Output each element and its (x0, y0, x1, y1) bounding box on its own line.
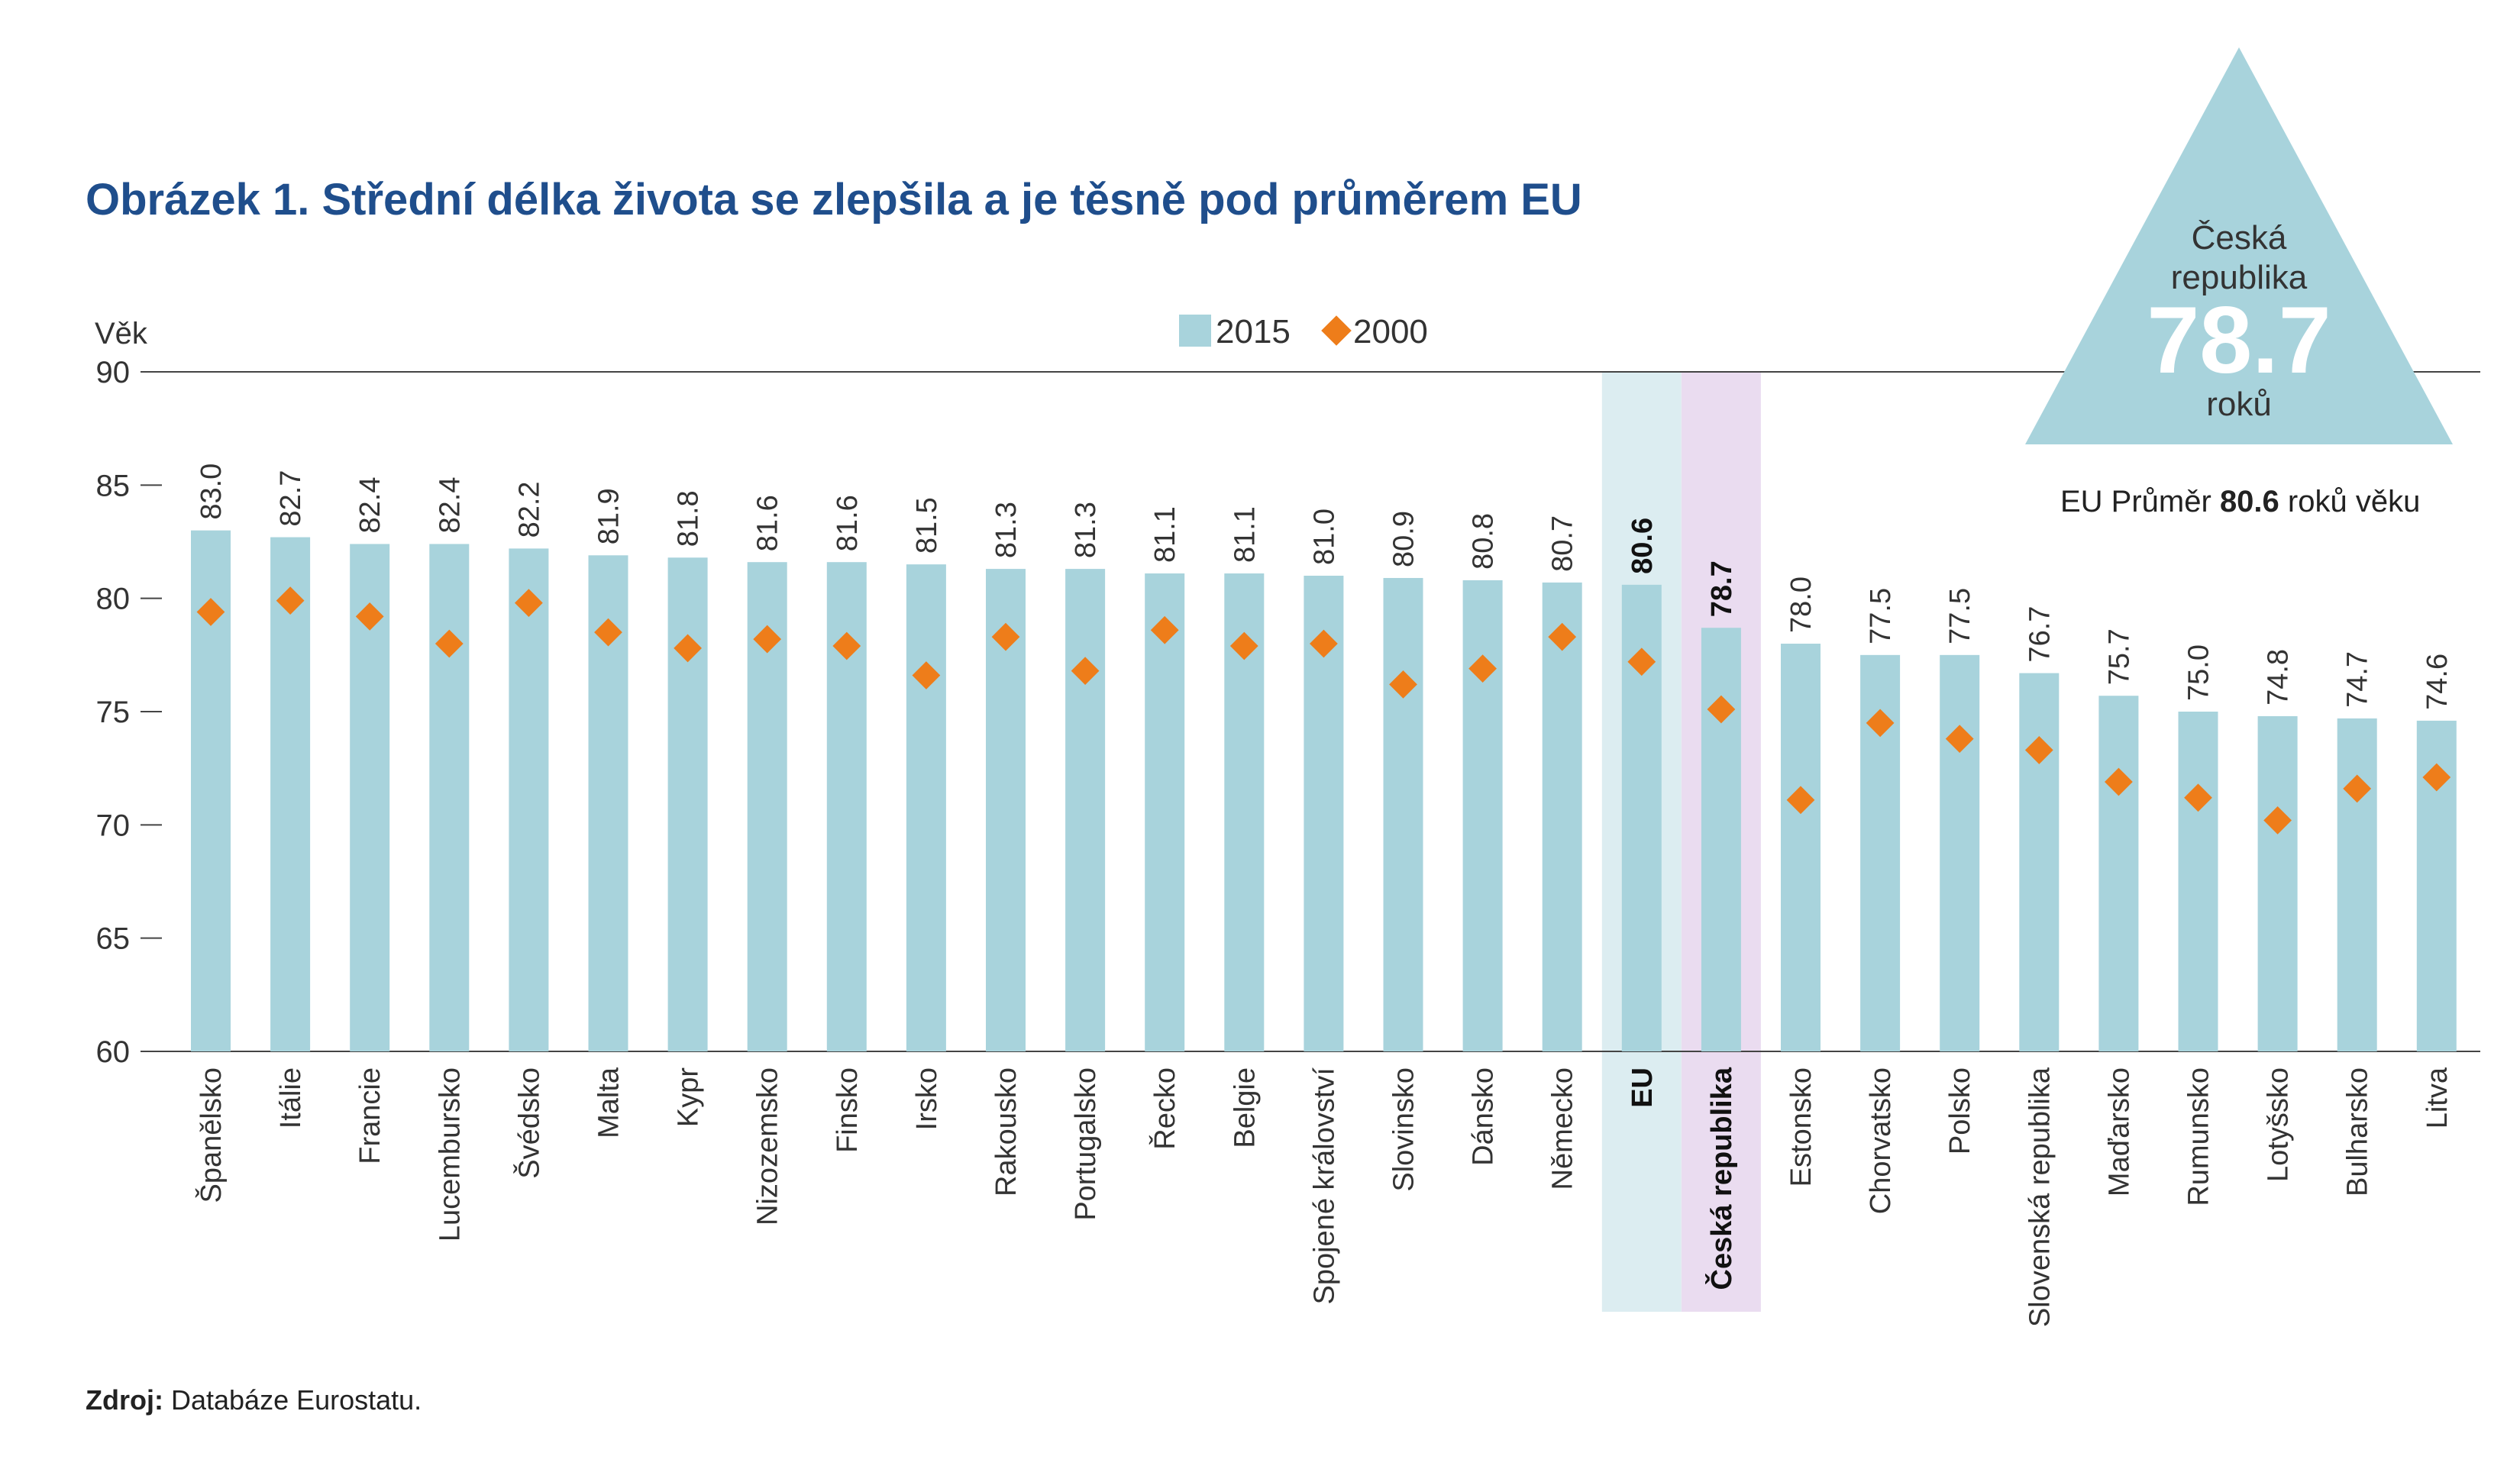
bar-polsko (1940, 655, 1979, 1051)
category-label-irsko: Irsko (911, 1067, 943, 1130)
value-label-malta: 81.9 (593, 488, 625, 544)
value-label-polsko: 77.5 (1944, 588, 1976, 644)
category-label-spanelsko: Španělsko (194, 1067, 228, 1203)
value-label-svedsko: 82.2 (513, 481, 545, 538)
category-label-spojene-kralovstvi: Spojené království (1308, 1067, 1340, 1305)
category-label-polsko: Polsko (1944, 1067, 1976, 1154)
value-label-rumunsko: 75.0 (2183, 644, 2215, 701)
category-label-ceska-republika: Česká republika (1704, 1067, 1738, 1290)
category-label-recko: Řecko (1149, 1067, 1181, 1150)
category-label-malta: Malta (593, 1067, 625, 1138)
badge-line1: Česká (2192, 218, 2287, 257)
category-label-belgie: Belgie (1229, 1067, 1261, 1148)
category-label-madarsko: Maďarsko (2103, 1067, 2135, 1196)
value-label-slovinsko: 80.9 (1388, 511, 1420, 567)
category-label-rumunsko: Rumunsko (2183, 1067, 2215, 1206)
y-axis-label: Věk (95, 317, 148, 350)
y-tick-label-85: 85 (96, 469, 131, 502)
legend-2015-swatch (1179, 315, 1211, 347)
category-label-italie: Itálie (275, 1067, 307, 1129)
bar-kypr (668, 557, 708, 1051)
category-label-slovenska-republika: Slovenská republika (2024, 1067, 2056, 1327)
value-label-recko: 81.1 (1149, 506, 1181, 563)
bar-madarsko (2098, 696, 2138, 1051)
y-tick-label-65: 65 (96, 922, 131, 956)
value-label-nemecko: 80.7 (1547, 515, 1579, 572)
category-label-nizozemsko: Nizozemsko (752, 1067, 784, 1225)
bar-lucembursko (429, 544, 469, 1051)
value-label-rakousko: 81.3 (990, 502, 1023, 558)
value-label-kypr: 81.8 (673, 490, 705, 547)
eu-average-value: 80.6 (2220, 485, 2279, 518)
value-label-spojene-kralovstvi: 81.0 (1308, 509, 1340, 565)
bar-slovinsko (1384, 578, 1423, 1051)
value-label-dansko: 80.8 (1468, 513, 1500, 570)
legend: 2015 2000 (1179, 313, 1428, 350)
category-label-estonsko: Estonsko (1785, 1067, 1817, 1187)
bar-svedsko (509, 548, 548, 1051)
bar-estonsko (1781, 644, 1821, 1051)
category-label-chorvatsko: Chorvatsko (1865, 1067, 1897, 1214)
y-tick-label-60: 60 (96, 1035, 131, 1069)
value-label-italie: 82.7 (275, 470, 307, 527)
badge-value: 78.7 (2147, 288, 2331, 393)
value-label-nizozemsko: 81.6 (752, 495, 784, 551)
y-tick-label-75: 75 (96, 696, 131, 729)
bar-recko (1145, 573, 1184, 1051)
category-label-francie: Francie (354, 1067, 386, 1164)
legend-2015-label: 2015 (1216, 313, 1291, 350)
value-label-finsko: 81.6 (832, 495, 864, 551)
value-label-irsko: 81.5 (911, 497, 943, 554)
category-label-dansko: Dánsko (1468, 1067, 1500, 1166)
czech-badge: Česká republika 78.7 roků (2025, 47, 2453, 444)
value-label-spanelsko: 83.0 (195, 463, 228, 520)
legend-2000-label: 2000 (1353, 313, 1428, 350)
value-label-litva: 74.6 (2421, 654, 2454, 710)
category-label-eu: EU (1627, 1067, 1659, 1108)
badge-unit: roků (2206, 386, 2272, 423)
value-label-chorvatsko: 77.5 (1865, 588, 1897, 644)
eu-average-note: EU Průměr 80.6 roků věku (2060, 485, 2420, 518)
category-label-nemecko: Německo (1547, 1067, 1579, 1190)
category-label-kypr: Kypr (673, 1067, 705, 1127)
category-label-litva: Litva (2421, 1067, 2454, 1129)
category-label-portugalsko: Portugalsko (1070, 1067, 1102, 1221)
bar-rumunsko (2179, 712, 2218, 1051)
bar-ceska-republika (1701, 628, 1741, 1051)
value-label-eu: 80.6 (1627, 518, 1659, 574)
value-label-ceska-republika: 78.7 (1706, 560, 1738, 617)
category-label-svedsko: Švédsko (512, 1067, 545, 1179)
y-tick-label-80: 80 (96, 583, 131, 616)
value-label-belgie: 81.1 (1229, 506, 1261, 563)
bar-portugalsko (1065, 569, 1105, 1051)
y-tick-label-90: 90 (96, 356, 131, 389)
category-label-bulharsko: Bulharsko (2342, 1067, 2374, 1196)
value-label-bulharsko: 74.7 (2342, 651, 2374, 708)
category-label-rakousko: Rakousko (990, 1067, 1023, 1196)
value-label-estonsko: 78.0 (1785, 576, 1817, 633)
value-label-francie: 82.4 (354, 476, 386, 533)
value-label-madarsko: 75.7 (2103, 628, 2135, 685)
bar-dansko (1463, 580, 1503, 1051)
bar-slovenska-republika (2019, 673, 2059, 1051)
category-label-lucembursko: Lucembursko (434, 1067, 466, 1242)
bar-irsko (906, 564, 946, 1051)
value-label-lucembursko: 82.4 (434, 476, 466, 533)
category-label-slovinsko: Slovinsko (1388, 1067, 1420, 1192)
bar-lotyssko (2258, 716, 2298, 1051)
category-label-lotyssko: Lotyšsko (2263, 1067, 2295, 1182)
value-label-slovenska-republika: 76.7 (2024, 606, 2056, 663)
value-label-lotyssko: 74.8 (2263, 649, 2295, 706)
bar-bulharsko (2337, 718, 2377, 1051)
category-labels: Španělsko Itálie Francie Lucembursko Švédsko… (194, 1067, 2454, 1327)
category-label-finsko: Finsko (832, 1067, 864, 1153)
y-tick-label-70: 70 (96, 809, 131, 842)
legend-2000-swatch (1321, 315, 1352, 346)
value-label-portugalsko: 81.3 (1070, 502, 1102, 558)
bar-nemecko (1543, 583, 1582, 1051)
source-note: Zdroj: Databáze Eurostatu. (86, 1384, 422, 1416)
